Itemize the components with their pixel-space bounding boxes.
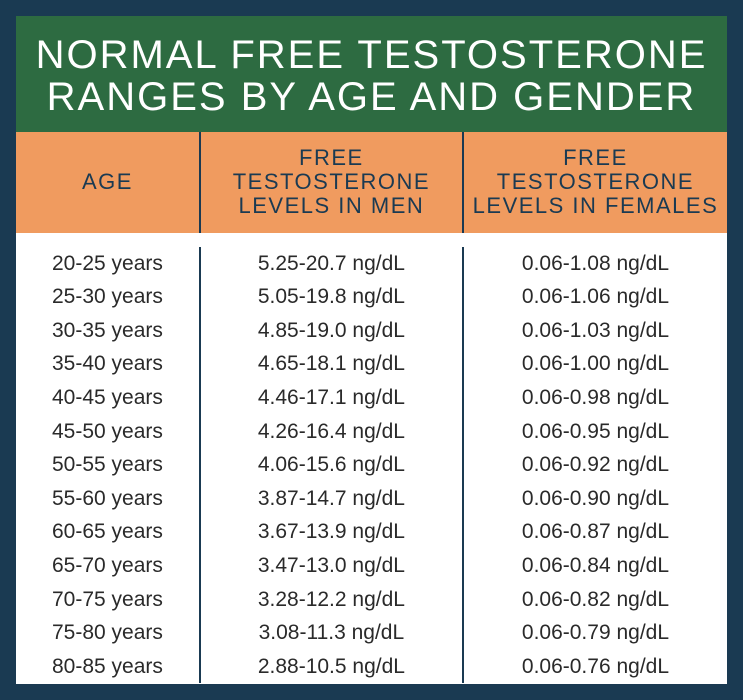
cell-age: 60-65 years (16, 515, 201, 549)
cell-men: 4.46-17.1 ng/dL (201, 381, 464, 415)
table-row: 55-60 years3.87-14.7 ng/dL0.06-0.90 ng/d… (16, 482, 727, 516)
cell-age: 35-40 years (16, 347, 201, 381)
table-row: 50-55 years4.06-15.6 ng/dL0.06-0.92 ng/d… (16, 448, 727, 482)
table-row: 45-50 years4.26-16.4 ng/dL0.06-0.95 ng/d… (16, 415, 727, 449)
table-row: 60-65 years3.67-13.9 ng/dL0.06-0.87 ng/d… (16, 515, 727, 549)
cell-men: 4.85-19.0 ng/dL (201, 314, 464, 348)
cell-women: 0.06-0.82 ng/dL (464, 583, 727, 617)
page-title: NORMAL FREE TESTOSTERONE RANGES BY AGE A… (16, 16, 727, 132)
column-header-women: FREE TESTOSTERONE LEVELS IN FEMALES (464, 132, 727, 233)
table-header-row: AGE FREE TESTOSTERONE LEVELS IN MEN FREE… (16, 132, 727, 233)
table-row: 40-45 years4.46-17.1 ng/dL0.06-0.98 ng/d… (16, 381, 727, 415)
cell-women: 0.06-0.92 ng/dL (464, 448, 727, 482)
cell-men: 3.28-12.2 ng/dL (201, 583, 464, 617)
table-row: 20-25 years5.25-20.7 ng/dL0.06-1.08 ng/d… (16, 247, 727, 281)
cell-women: 0.06-1.06 ng/dL (464, 280, 727, 314)
table-row: 75-80 years3.08-11.3 ng/dL0.06-0.79 ng/d… (16, 616, 727, 650)
cell-women: 0.06-1.03 ng/dL (464, 314, 727, 348)
cell-age: 45-50 years (16, 415, 201, 449)
table-row: 65-70 years3.47-13.0 ng/dL0.06-0.84 ng/d… (16, 549, 727, 583)
cell-men: 3.08-11.3 ng/dL (201, 616, 464, 650)
cell-women: 0.06-0.84 ng/dL (464, 549, 727, 583)
cell-men: 3.87-14.7 ng/dL (201, 482, 464, 516)
column-header-men: FREE TESTOSTERONE LEVELS IN MEN (201, 132, 464, 233)
table-body: 20-25 years5.25-20.7 ng/dL0.06-1.08 ng/d… (16, 233, 727, 694)
table-container: NORMAL FREE TESTOSTERONE RANGES BY AGE A… (16, 16, 727, 684)
cell-age: 65-70 years (16, 549, 201, 583)
cell-age: 40-45 years (16, 381, 201, 415)
table-row: 35-40 years4.65-18.1 ng/dL0.06-1.00 ng/d… (16, 347, 727, 381)
cell-women: 0.06-0.90 ng/dL (464, 482, 727, 516)
cell-women: 0.06-0.98 ng/dL (464, 381, 727, 415)
cell-women: 0.06-0.76 ng/dL (464, 650, 727, 684)
cell-women: 0.06-0.79 ng/dL (464, 616, 727, 650)
cell-men: 5.05-19.8 ng/dL (201, 280, 464, 314)
column-header-age: AGE (16, 132, 201, 233)
cell-women: 0.06-0.87 ng/dL (464, 515, 727, 549)
cell-men: 3.47-13.0 ng/dL (201, 549, 464, 583)
cell-age: 75-80 years (16, 616, 201, 650)
cell-age: 25-30 years (16, 280, 201, 314)
cell-women: 0.06-1.08 ng/dL (464, 247, 727, 281)
cell-men: 4.26-16.4 ng/dL (201, 415, 464, 449)
table-row: 80-85 years2.88-10.5 ng/dL0.06-0.76 ng/d… (16, 650, 727, 684)
cell-age: 80-85 years (16, 650, 201, 684)
cell-women: 0.06-1.00 ng/dL (464, 347, 727, 381)
table-row: 70-75 years3.28-12.2 ng/dL0.06-0.82 ng/d… (16, 583, 727, 617)
table-row: 25-30 years5.05-19.8 ng/dL0.06-1.06 ng/d… (16, 280, 727, 314)
cell-age: 50-55 years (16, 448, 201, 482)
cell-men: 5.25-20.7 ng/dL (201, 247, 464, 281)
cell-men: 4.65-18.1 ng/dL (201, 347, 464, 381)
cell-age: 70-75 years (16, 583, 201, 617)
cell-men: 4.06-15.6 ng/dL (201, 448, 464, 482)
cell-men: 3.67-13.9 ng/dL (201, 515, 464, 549)
cell-women: 0.06-0.95 ng/dL (464, 415, 727, 449)
cell-age: 20-25 years (16, 247, 201, 281)
table-row: 30-35 years4.85-19.0 ng/dL0.06-1.03 ng/d… (16, 314, 727, 348)
cell-age: 55-60 years (16, 482, 201, 516)
cell-men: 2.88-10.5 ng/dL (201, 650, 464, 684)
cell-age: 30-35 years (16, 314, 201, 348)
